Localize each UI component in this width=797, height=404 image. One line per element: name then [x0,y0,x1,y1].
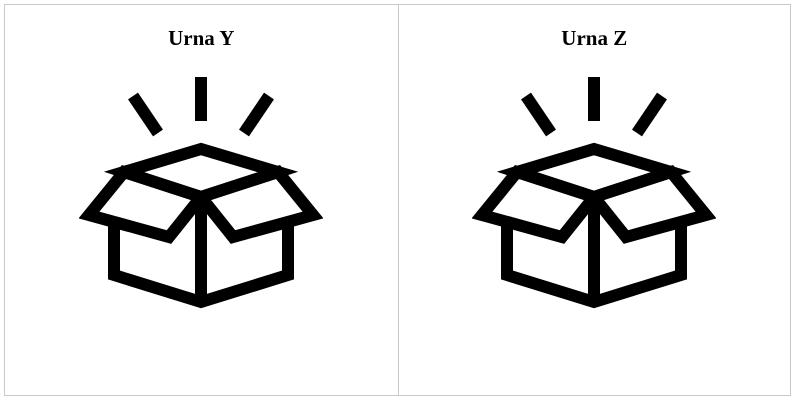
open-box-icon [79,77,324,309]
urn-label: Urna Z [561,26,628,50]
urn-cell-y: Urna Y [5,5,398,395]
urn-cell-z: Urna Z [397,5,791,395]
urn-label: Urna Y [168,26,235,50]
urns-table: Urna Y Urna Z [4,4,791,396]
open-box-icon [472,77,717,309]
